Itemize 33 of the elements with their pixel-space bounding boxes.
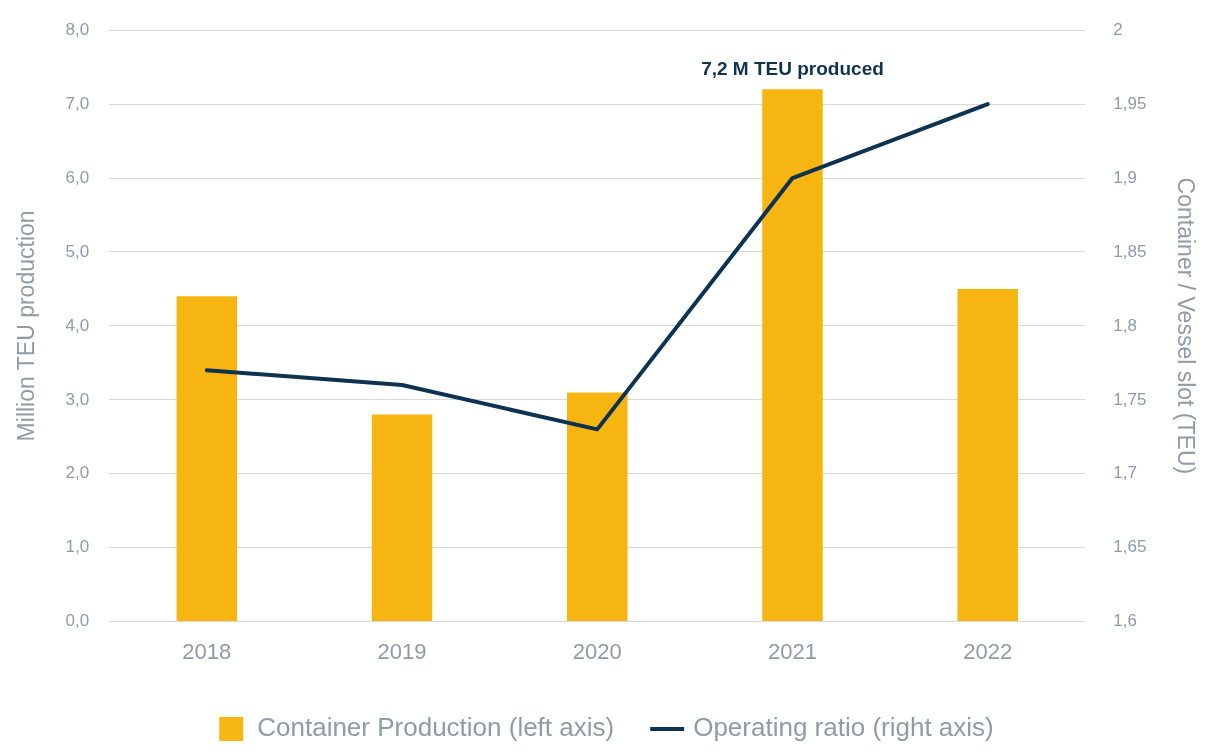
y-tick-label: 1,0 <box>65 537 90 557</box>
y2-tick-label: 1,65 <box>1113 537 1147 557</box>
bar <box>957 288 1018 622</box>
annotation: 7,2 M TEU produced <box>701 58 884 80</box>
y-tick-label: 7,0 <box>65 93 90 113</box>
y-tick-label: 6,0 <box>65 167 90 187</box>
bar <box>176 296 238 622</box>
y-tick-label: 3,0 <box>65 389 90 409</box>
x-tick-label: 2021 <box>768 638 817 664</box>
y2-tick-label: 1,6 <box>1113 611 1137 631</box>
bar <box>762 89 823 622</box>
y-tick-label: 0,0 <box>65 611 90 631</box>
y2-tick-label: 1,7 <box>1113 463 1137 483</box>
bar <box>371 414 433 622</box>
bar <box>567 392 628 622</box>
x-tick-label: 2019 <box>377 638 427 664</box>
x-tick-label: 2022 <box>963 638 1013 664</box>
y-tick-label: 8,0 <box>65 19 90 39</box>
y-tick-label: 4,0 <box>65 315 90 335</box>
y-axis-title: Million TEU production <box>13 210 40 442</box>
legend-label: Operating ratio (right axis) <box>693 712 994 743</box>
y2-tick-label: 1,8 <box>1113 315 1137 335</box>
legend-label: Container Production (left axis) <box>257 712 615 743</box>
x-tick-label: 2018 <box>182 638 232 664</box>
y2-tick-label: 1,75 <box>1113 389 1147 409</box>
y2-tick-label: 1,95 <box>1113 93 1147 113</box>
y2-tick-label: 1,9 <box>1113 167 1137 187</box>
y2-tick-label: 1,85 <box>1113 241 1147 261</box>
y2-axis-title: Container / Vessel slot (TEU) <box>1172 177 1199 475</box>
y-tick-label: 5,0 <box>65 241 90 261</box>
y-tick-label: 2,0 <box>65 463 90 483</box>
y2-tick-label: 2 <box>1113 19 1123 39</box>
x-tick-label: 2020 <box>572 638 622 664</box>
